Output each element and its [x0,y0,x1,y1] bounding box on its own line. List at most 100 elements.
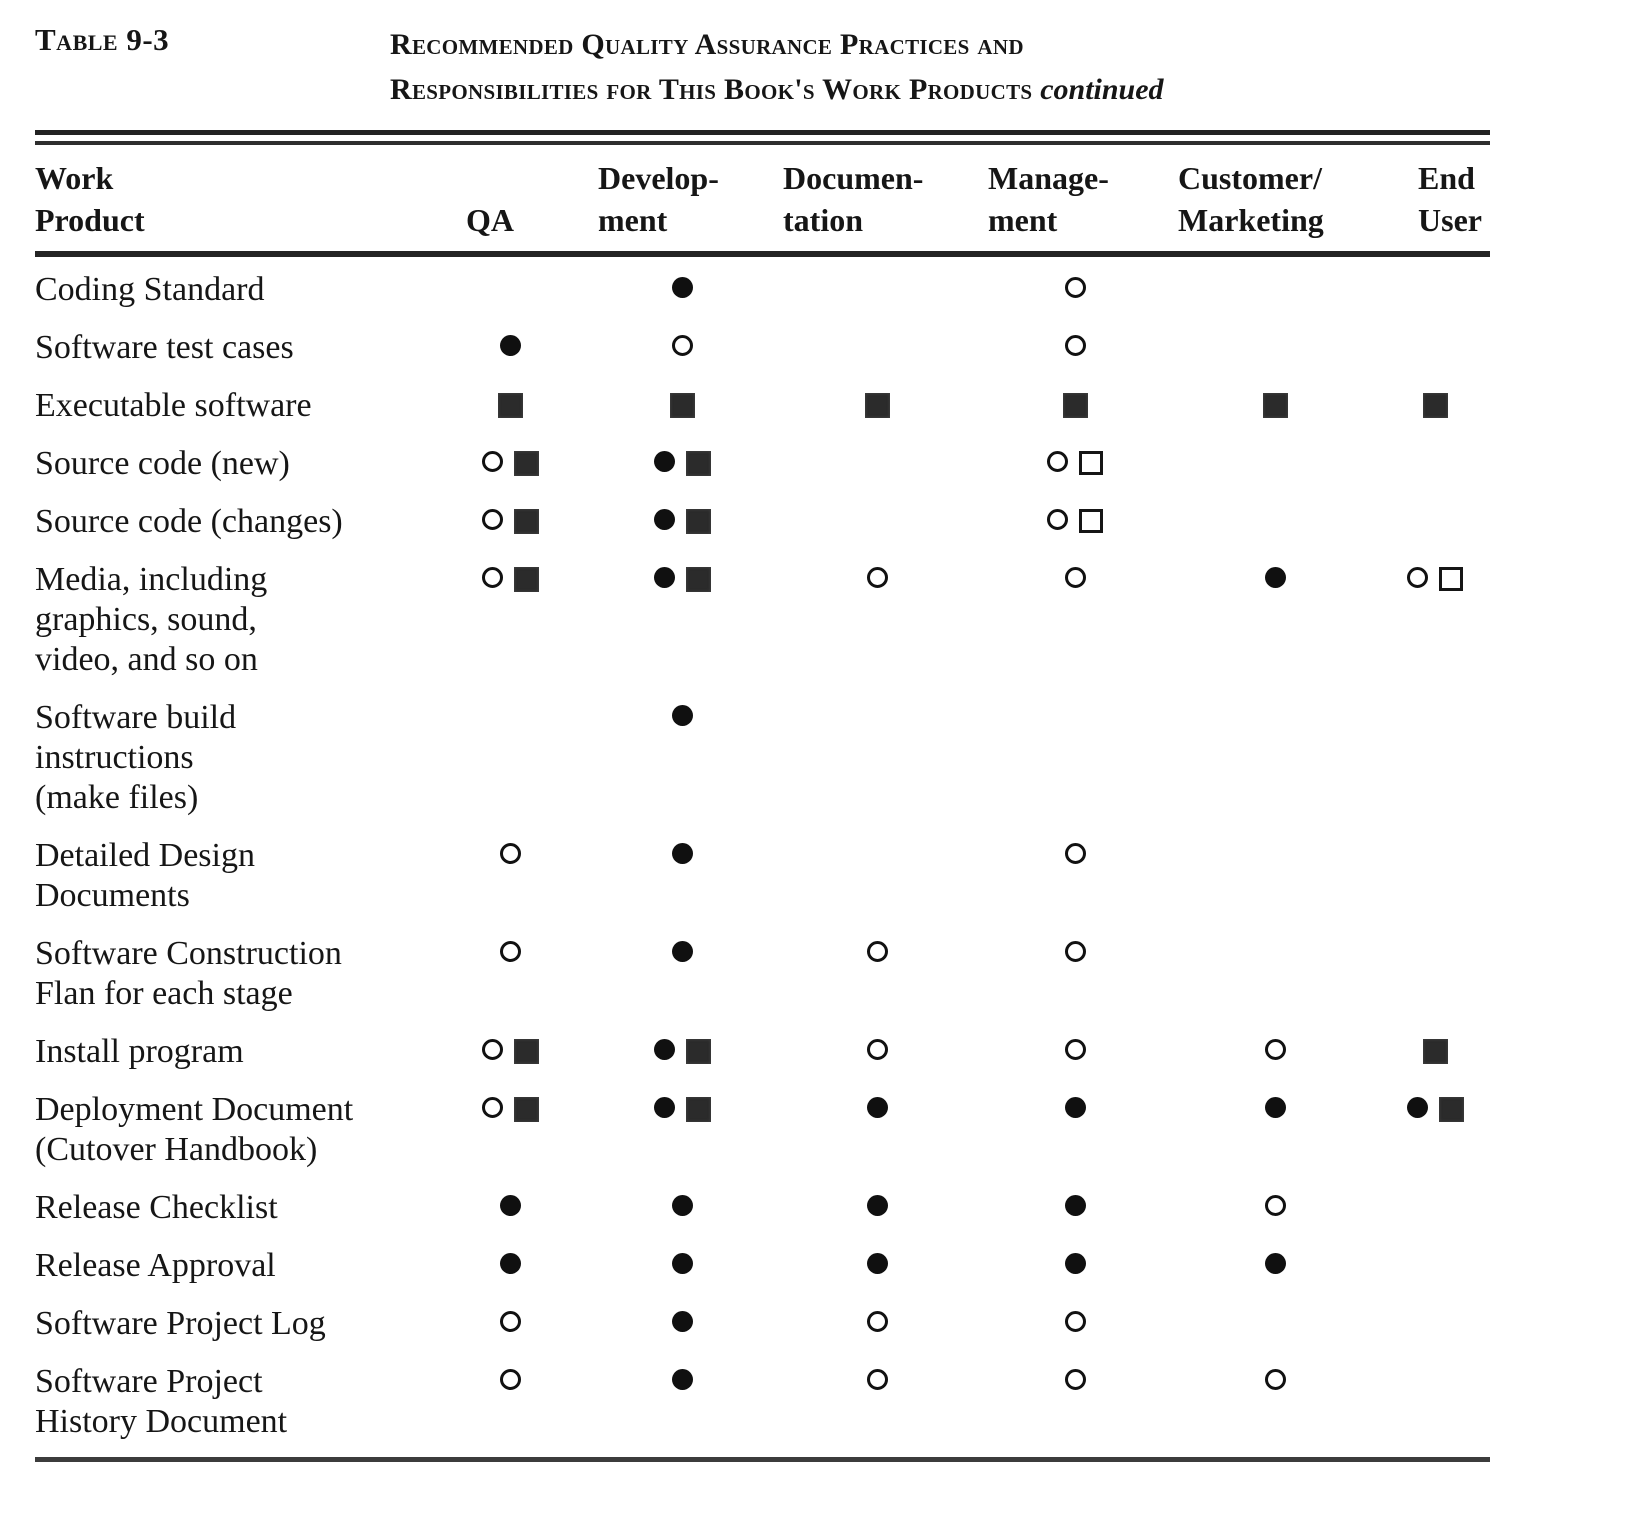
practice-cell-end-user [1380,698,1490,818]
filled-square-icon [513,509,539,534]
work-product-label-line: Release Approval [35,1247,276,1284]
work-product-label-line: instructions [35,739,194,776]
work-product-label: Install program [35,1032,430,1072]
work-product-label-line: Deployment Document [35,1091,354,1128]
open-circle-icon [1064,277,1086,298]
filled-square-icon [1062,393,1088,418]
practice-cell-management [980,270,1170,310]
work-product-label-line: Software test cases [35,329,294,366]
practice-cell-management [980,1188,1170,1228]
filled-square-icon [1422,393,1448,418]
practice-cell-customer-marketing [1170,836,1380,916]
practice-cell-development [590,1188,775,1228]
practice-cell-documentation [775,1362,980,1442]
filled-circle-icon [867,1097,888,1118]
practice-cell-qa [430,1090,590,1170]
practice-cell-qa [430,386,590,426]
open-square-icon [1079,451,1103,475]
filled-square-icon [865,393,890,418]
work-product-label: Release Approval [35,1246,430,1286]
work-product-label-line: Software Construction [35,935,342,972]
open-circle-icon [1064,1369,1086,1390]
column-header-development: Develop-ment [590,157,775,241]
practice-cell-customer-marketing [1170,1304,1380,1344]
filled-circle-icon [672,1195,693,1216]
practice-cell-qa [430,1362,590,1442]
column-header-line: QA [466,202,514,238]
practice-cell-end-user [1380,502,1490,542]
practice-cell-documentation [775,1188,980,1228]
table-number-label: Table 9-3 [35,22,170,57]
open-circle-icon [1264,1369,1286,1390]
practice-cell-development [590,1032,775,1072]
filled-square-icon [670,393,695,418]
practice-cell-customer-marketing [1170,270,1380,310]
practice-cell-customer-marketing [1170,1090,1380,1170]
practice-cell-end-user [1380,934,1490,1014]
filled-circle-icon [867,1195,888,1216]
filled-circle-icon [499,335,521,356]
work-product-label-line: Source code (changes) [35,503,343,540]
practice-cell-end-user [1380,1188,1490,1228]
filled-circle-icon [1406,1097,1428,1118]
practice-cell-qa [430,698,590,818]
open-square-icon [1079,509,1103,533]
table-title-line-2: Responsibilities for This Book's Work Pr… [390,67,1490,112]
practice-cell-documentation [775,1032,980,1072]
table-row: Install program [35,1023,1490,1081]
filled-circle-icon [1264,1097,1286,1118]
open-circle-icon [867,1311,888,1332]
practice-cell-end-user [1380,1246,1490,1286]
filled-circle-icon [867,1253,888,1274]
practice-cell-customer-marketing [1170,1362,1380,1442]
open-circle-icon [867,1369,888,1390]
work-product-label-line: History Document [35,1403,288,1440]
table-row: Software test cases [35,319,1490,377]
work-product-label-line: Software Project Log [35,1305,326,1342]
open-circle-icon [481,1039,503,1060]
open-circle-icon [1064,1311,1086,1332]
open-circle-icon [1064,941,1086,962]
practice-cell-customer-marketing [1170,560,1380,680]
practice-cell-management [980,1032,1170,1072]
work-product-label-line: Release Checklist [35,1189,278,1226]
practice-cell-management [980,560,1170,680]
filled-circle-icon [1064,1253,1086,1274]
practice-cell-documentation [775,1304,980,1344]
filled-circle-icon [672,1253,693,1274]
practice-cell-development [590,444,775,484]
work-product-label: Coding Standard [35,270,430,310]
practice-cell-management [980,1246,1170,1286]
filled-circle-icon [1064,1195,1086,1216]
practice-cell-development [590,934,775,1014]
practice-cell-customer-marketing [1170,1188,1380,1228]
practice-cell-documentation [775,836,980,916]
bottom-rule [35,1457,1490,1462]
practice-cell-documentation [775,1246,980,1286]
practice-cell-qa [430,560,590,680]
work-product-label: Source code (changes) [35,502,430,542]
work-product-label-line: Detailed Design [35,837,255,874]
practice-cell-customer-marketing [1170,328,1380,368]
practice-cell-documentation [775,386,980,426]
practice-cell-development [590,560,775,680]
table-header-row: Work Product QA Develop-ment Documen-tation M… [35,145,1490,251]
work-product-label: Media, including graphics, sound, video, a… [35,560,430,680]
practice-cell-development [590,698,775,818]
filled-circle-icon [654,451,675,472]
practice-cell-customer-marketing [1170,386,1380,426]
practice-cell-documentation [775,934,980,1014]
work-product-label-line: graphics, sound, [35,601,257,638]
practice-cell-qa [430,328,590,368]
open-circle-icon [499,1369,521,1390]
work-product-label: Source code (new) [35,444,430,484]
table-row: Software build instructions (make files) [35,689,1490,827]
filled-square-icon [686,1097,711,1122]
filled-circle-icon [1064,1097,1086,1118]
work-product-label-line: Install program [35,1033,244,1070]
work-product-label: Software test cases [35,328,430,368]
open-circle-icon [1064,843,1086,864]
practice-cell-management [980,328,1170,368]
open-circle-icon [1064,1039,1086,1060]
practice-cell-end-user [1380,328,1490,368]
